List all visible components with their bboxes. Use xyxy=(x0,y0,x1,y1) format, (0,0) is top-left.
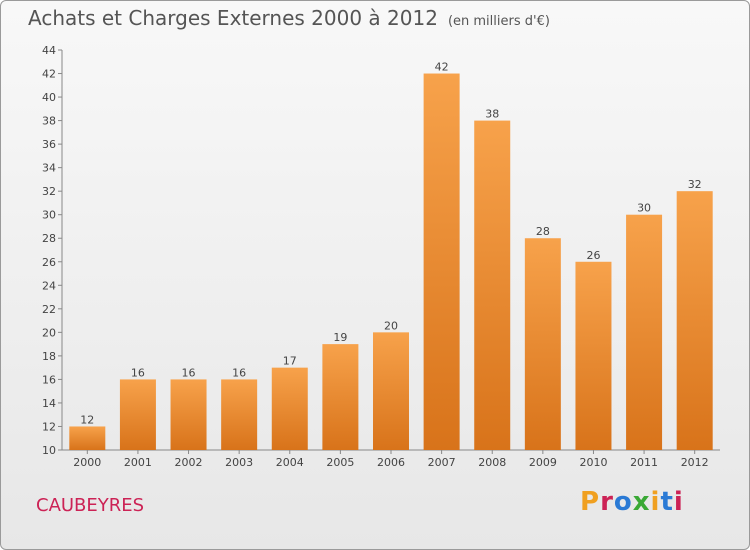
bar-2011 xyxy=(626,214,663,450)
bar-2007 xyxy=(423,73,460,450)
x-tick-label-2007: 2007 xyxy=(428,456,456,469)
y-tick-label: 28 xyxy=(42,232,56,245)
y-tick-label: 24 xyxy=(42,279,56,292)
y-tick-label: 16 xyxy=(42,373,56,386)
y-tick-label: 42 xyxy=(42,68,56,81)
value-label-2001: 16 xyxy=(131,366,145,379)
value-label-2011: 30 xyxy=(637,202,651,215)
value-label-2000: 12 xyxy=(80,413,94,426)
x-tick-label-2012: 2012 xyxy=(681,456,709,469)
x-tick-label-2001: 2001 xyxy=(124,456,152,469)
x-tick-label-2009: 2009 xyxy=(529,456,557,469)
y-tick-label: 32 xyxy=(42,185,56,198)
x-tick-label-2006: 2006 xyxy=(377,456,405,469)
logo-letter: i xyxy=(673,487,684,517)
x-tick-label-2003: 2003 xyxy=(225,456,253,469)
bar-2002 xyxy=(170,379,207,450)
value-label-2007: 42 xyxy=(435,61,449,74)
y-tick-label: 30 xyxy=(42,209,56,222)
chart-title: Achats et Charges Externes 2000 à 2012 (e… xyxy=(28,6,550,30)
value-label-2010: 26 xyxy=(586,249,600,262)
y-tick-label: 34 xyxy=(42,162,56,175)
y-tick-label: 12 xyxy=(42,420,56,433)
x-tick-label-2002: 2002 xyxy=(175,456,203,469)
x-tick-label-2008: 2008 xyxy=(478,456,506,469)
y-tick-label: 44 xyxy=(42,44,56,57)
y-tick-label: 14 xyxy=(42,397,56,410)
logo-letter: x xyxy=(632,487,651,517)
value-label-2012: 32 xyxy=(688,178,702,191)
bar-2000 xyxy=(69,426,106,450)
bar-2010 xyxy=(575,261,612,450)
bar-2005 xyxy=(322,344,359,450)
chart-title-text: Achats et Charges Externes 2000 à 2012 xyxy=(28,6,438,30)
value-label-2008: 38 xyxy=(485,108,499,121)
y-tick-label: 22 xyxy=(42,303,56,316)
bar-2006 xyxy=(373,332,409,450)
logo-letter: i xyxy=(650,487,661,517)
value-label-2002: 16 xyxy=(182,366,196,379)
y-tick-label: 10 xyxy=(42,444,56,457)
chart-unit: (en milliers d'€) xyxy=(447,14,550,29)
y-tick-label: 40 xyxy=(42,91,56,104)
y-tick-label: 38 xyxy=(42,115,56,128)
commune-name: CAUBEYRES xyxy=(36,495,145,516)
logo-letter: P xyxy=(580,487,601,517)
value-label-2009: 28 xyxy=(536,225,550,238)
logo-letter: t xyxy=(660,487,674,517)
bar-2012 xyxy=(676,191,713,451)
y-tick-label: 18 xyxy=(42,350,56,363)
logo-letter: o xyxy=(613,487,633,517)
proxiti-logo: Proxiti xyxy=(580,487,684,517)
y-tick-label: 36 xyxy=(42,138,56,151)
logo-letter: r xyxy=(600,487,614,517)
x-tick-label-2004: 2004 xyxy=(276,456,304,469)
bar-2001 xyxy=(119,379,156,450)
bar-2004 xyxy=(271,367,308,450)
value-label-2005: 19 xyxy=(333,331,347,344)
x-tick-label-2011: 2011 xyxy=(630,456,658,469)
value-label-2004: 17 xyxy=(283,355,297,368)
value-label-2006: 20 xyxy=(384,319,398,332)
chart-bars: 12 16 16 16 17 19 20 42 38 28 26 30 32 xyxy=(69,61,713,451)
value-label-2003: 16 xyxy=(232,366,246,379)
x-tick-label-2000: 2000 xyxy=(73,456,101,469)
bar-2009 xyxy=(524,238,561,450)
bar-2003 xyxy=(221,379,258,450)
y-tick-label: 26 xyxy=(42,256,56,269)
bar-2008 xyxy=(474,120,511,451)
x-tick-label-2010: 2010 xyxy=(579,456,607,469)
x-tick-label-2005: 2005 xyxy=(326,456,354,469)
y-tick-label: 20 xyxy=(42,326,56,339)
